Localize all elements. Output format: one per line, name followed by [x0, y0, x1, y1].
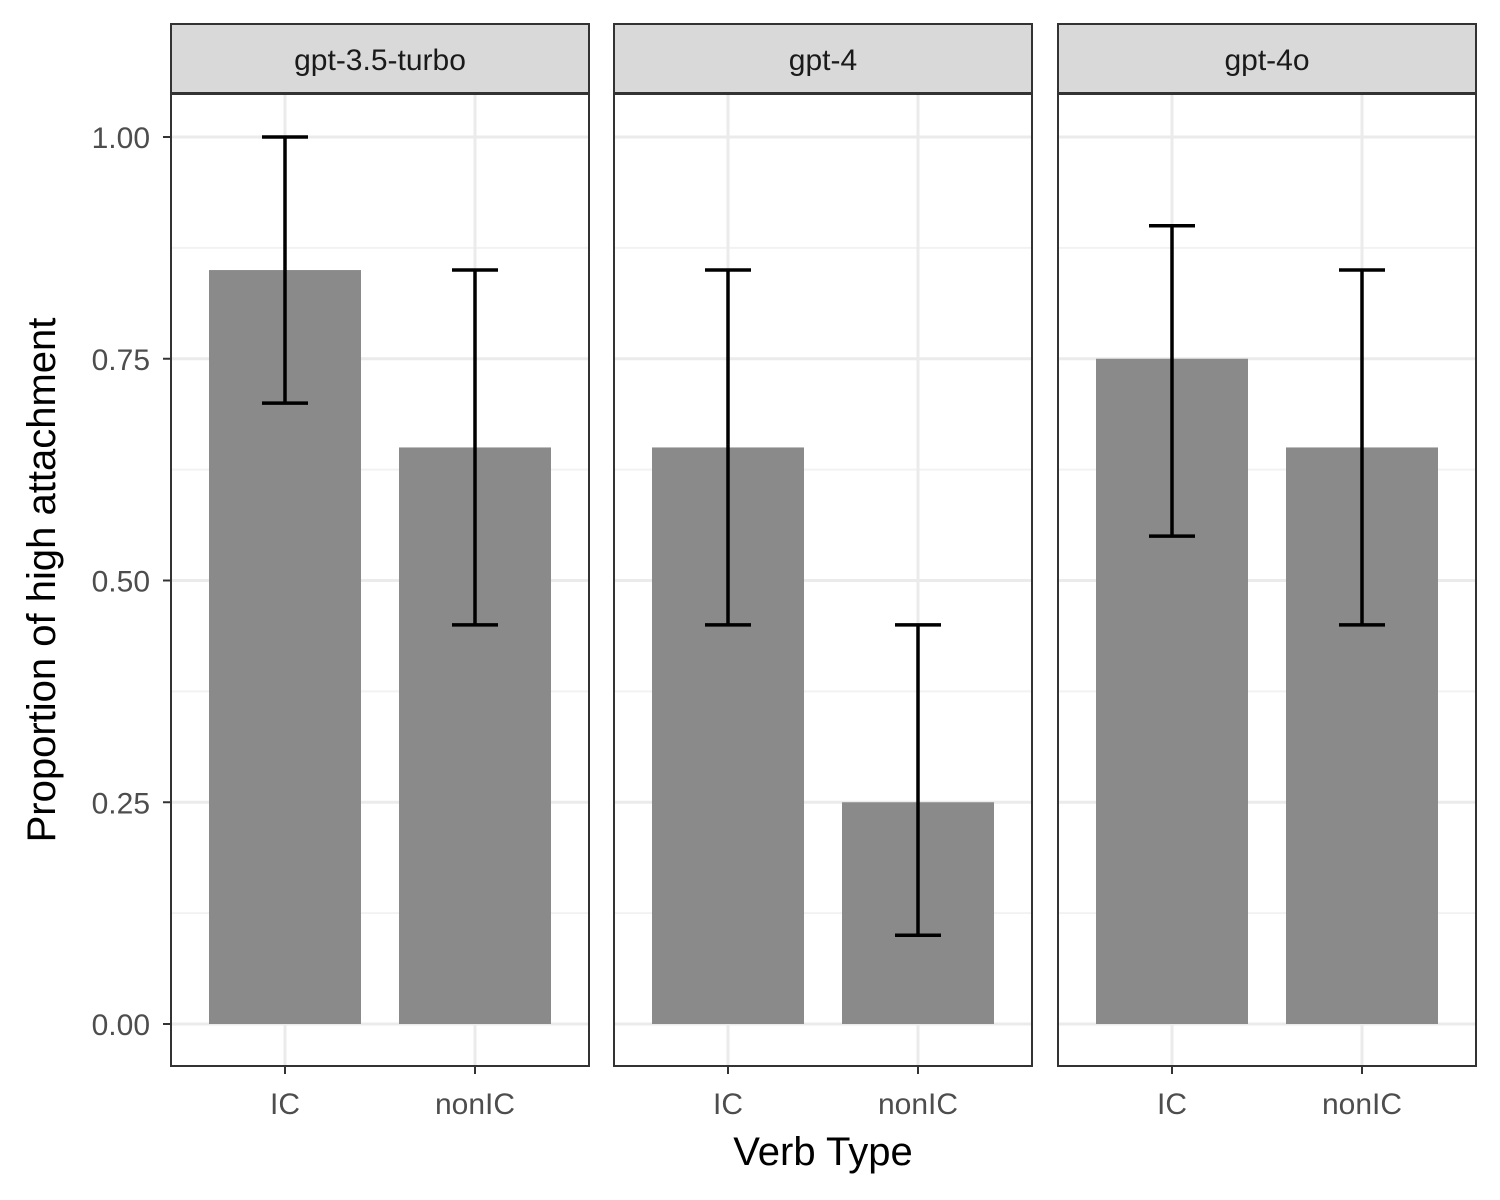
facet-strip [613, 23, 1033, 94]
error-bar-IC [1149, 223, 1195, 538]
error-bar-IC [262, 135, 308, 405]
error-bar-nonIC [1339, 268, 1385, 627]
y-tick-label: 0.00 [92, 1009, 150, 1042]
x-tick-label: IC [1157, 1088, 1187, 1121]
facet-strip-label: gpt-4 [789, 44, 857, 77]
facet-panel-gpt-4o: gpt-4o IC nonIC [1057, 23, 1477, 1121]
y-tick-label: 0.25 [92, 787, 150, 820]
x-tick-label: IC [713, 1088, 743, 1121]
facet-panel-gpt-3.5-turbo: gpt-3.5-turbo IC nonIC [170, 23, 590, 1121]
y-tick-label: 0.75 [92, 344, 150, 377]
error-bar-IC [705, 268, 751, 627]
facet-strip [1057, 23, 1477, 94]
x-axis-title: Verb Type [733, 1130, 912, 1174]
x-tick-label: nonIC [435, 1088, 515, 1121]
y-tick-label: 0.50 [92, 566, 150, 599]
y-axis-title: Proportion of high attachment [20, 318, 64, 843]
y-axis: 0.00 0.25 0.50 0.75 1.00 [92, 122, 171, 1042]
facet-strip-label: gpt-3.5-turbo [294, 44, 466, 77]
error-bar-nonIC [895, 623, 941, 938]
facet-panels: gpt-3.5-turbo IC nonIC gpt-4 IC nonIC gpt-4o IC… [170, 23, 1477, 1121]
x-tick-label: nonIC [1322, 1088, 1402, 1121]
facet-strip-label: gpt-4o [1224, 44, 1309, 77]
panel-border [613, 93, 1033, 1067]
x-tick-label: IC [270, 1088, 300, 1121]
x-tick-label: nonIC [878, 1088, 958, 1121]
y-tick-label: 1.00 [92, 122, 150, 155]
panel-border [170, 93, 590, 1067]
facet-strip [170, 23, 590, 94]
facet-panel-gpt-4: gpt-4 IC nonIC [613, 23, 1033, 1121]
panel-border [1057, 93, 1477, 1067]
error-bar-nonIC [452, 268, 498, 627]
